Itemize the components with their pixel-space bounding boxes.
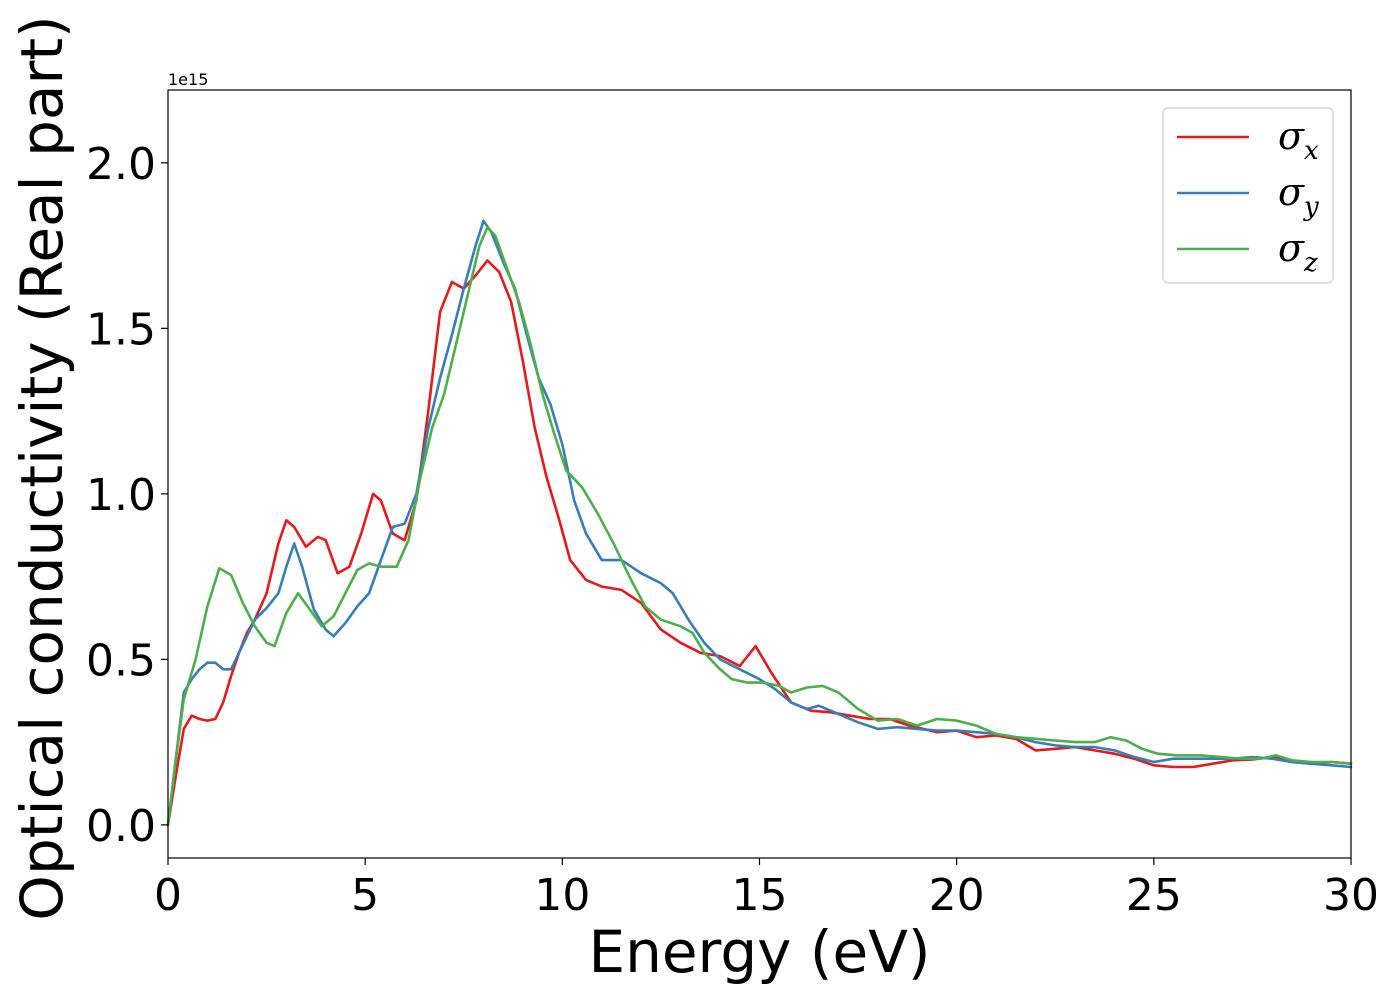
y-tick-label: 0.0: [86, 801, 156, 852]
x-tick-label: 10: [534, 870, 590, 921]
x-axis-title: Energy (eV): [588, 918, 930, 986]
legend-label-x: σx: [1278, 114, 1319, 166]
series-line-x: [166, 259, 1353, 827]
legend-label-z: σz: [1278, 226, 1318, 278]
legend-label-y: σy: [1278, 170, 1319, 222]
y-axis-offset-label: 1e15: [168, 70, 208, 89]
y-tick-label: 1.5: [86, 304, 156, 355]
series-line-z: [166, 226, 1353, 827]
series-lines: [166, 219, 1353, 827]
x-tick-label: 30: [1323, 870, 1379, 921]
y-tick-label: 2.0: [86, 139, 156, 190]
x-tick-label: 5: [351, 870, 379, 921]
y-tick-label: 0.5: [86, 635, 156, 686]
x-axis-ticks: 0 5 10 15 20 25 30: [154, 858, 1379, 921]
legend-box: [1162, 107, 1334, 284]
x-tick-label: 0: [154, 870, 182, 921]
y-tick-label: 1.0: [86, 470, 156, 521]
y-axis-title: Optical conductivity (Real part): [8, 15, 76, 920]
y-axis-ticks: 0.0 0.5 1.0 1.5 2.0: [86, 139, 168, 852]
series-line-y: [166, 219, 1353, 827]
x-tick-label: 25: [1126, 870, 1182, 921]
x-tick-label: 20: [929, 870, 985, 921]
x-tick-label: 15: [732, 870, 788, 921]
